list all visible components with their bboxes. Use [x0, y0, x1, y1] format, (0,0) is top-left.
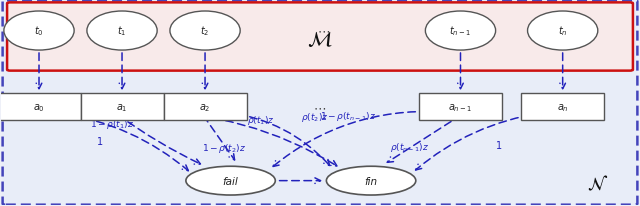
Bar: [521, 94, 604, 120]
Text: $1-\rho(t_2)z$: $1-\rho(t_2)z$: [202, 142, 246, 154]
Ellipse shape: [426, 12, 495, 51]
Text: $t_n$: $t_n$: [558, 25, 568, 38]
Text: $\rho(t_2)z$: $\rho(t_2)z$: [301, 111, 328, 124]
Text: $\mathcal{N}$: $\mathcal{N}$: [588, 174, 609, 193]
Bar: [81, 94, 164, 120]
Text: $1-\rho(t_1)z$: $1-\rho(t_1)z$: [90, 117, 134, 130]
Ellipse shape: [170, 12, 240, 51]
Bar: [0, 94, 81, 120]
Circle shape: [186, 166, 275, 195]
Text: fail: fail: [223, 176, 239, 186]
Text: $\cdots$: $\cdots$: [317, 24, 330, 37]
Text: $\mathcal{M}$: $\mathcal{M}$: [307, 30, 333, 49]
Bar: [164, 94, 246, 120]
Text: $t_{n-1}$: $t_{n-1}$: [449, 25, 472, 38]
Text: $1-\rho(t_{n-1})z$: $1-\rho(t_{n-1})z$: [320, 110, 376, 123]
Ellipse shape: [87, 12, 157, 51]
Text: $a_n$: $a_n$: [557, 101, 568, 113]
Text: $\rho(t_{n-1})z$: $\rho(t_{n-1})z$: [390, 140, 429, 153]
Text: $1$: $1$: [96, 134, 103, 146]
Text: $a_2$: $a_2$: [199, 101, 211, 113]
Text: $t_2$: $t_2$: [200, 25, 210, 38]
FancyBboxPatch shape: [3, 1, 637, 205]
Text: $\cdots$: $\cdots$: [314, 101, 326, 114]
Bar: [419, 94, 502, 120]
Text: $1$: $1$: [495, 138, 502, 150]
FancyBboxPatch shape: [7, 3, 633, 71]
Text: $a_{n-1}$: $a_{n-1}$: [449, 101, 472, 113]
Text: $\rho(t_1)z$: $\rho(t_1)z$: [246, 114, 274, 127]
Text: $a_0$: $a_0$: [33, 101, 45, 113]
Ellipse shape: [527, 12, 598, 51]
Text: $a_1$: $a_1$: [116, 101, 128, 113]
Ellipse shape: [4, 12, 74, 51]
Text: $t_1$: $t_1$: [117, 25, 127, 38]
Text: $t_0$: $t_0$: [34, 25, 44, 38]
Text: fin: fin: [365, 176, 378, 186]
Circle shape: [326, 166, 416, 195]
